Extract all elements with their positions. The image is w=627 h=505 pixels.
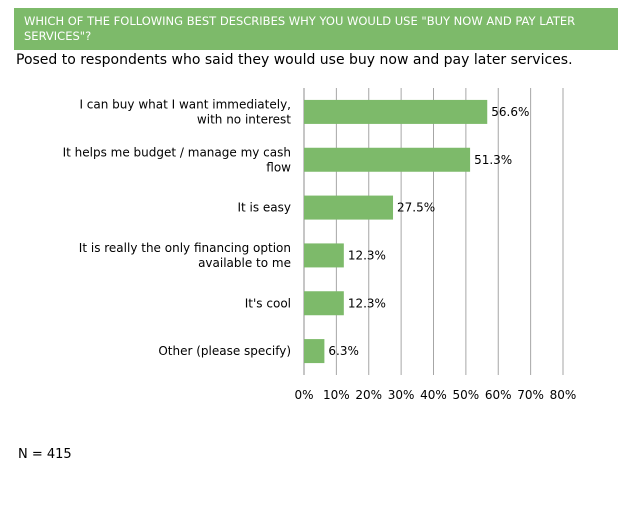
x-tick-label: 40% <box>420 388 447 402</box>
x-tick-label: 60% <box>485 388 512 402</box>
x-tick-label: 0% <box>294 388 313 402</box>
chart-subtitle: Posed to respondents who said they would… <box>16 52 573 68</box>
bar <box>304 147 471 172</box>
x-tick-label: 20% <box>355 388 382 402</box>
category-label-line: Other (please specify) <box>158 344 291 358</box>
x-tick-label: 30% <box>388 388 415 402</box>
question-banner: WHICH OF THE FOLLOWING BEST DESCRIBES WH… <box>14 8 618 50</box>
category-label-line: with no interest <box>197 112 291 126</box>
value-label: 6.3% <box>328 344 359 358</box>
value-label: 56.6% <box>491 105 529 119</box>
category-label-line: flow <box>266 160 291 174</box>
category-label: I can buy what I want immediately, with n… <box>79 97 291 126</box>
bar <box>304 99 488 124</box>
category-label: It is really the only financing option av… <box>79 241 291 270</box>
category-label-line: It is easy <box>237 201 291 215</box>
value-label: 27.5% <box>397 201 435 215</box>
bar <box>304 195 394 220</box>
value-label: 12.3% <box>348 296 386 310</box>
category-label-line: I can buy what I want immediately, <box>79 97 291 111</box>
question-line-2: SERVICES"? <box>24 29 92 43</box>
x-tick-label: 70% <box>517 388 544 402</box>
category-label-line: available to me <box>198 256 291 270</box>
value-label: 12.3% <box>348 248 386 262</box>
category-label-line: It is really the only financing option <box>79 241 291 255</box>
x-tick-label: 10% <box>323 388 350 402</box>
category-label-line: It helps me budget / manage my cash <box>63 145 291 159</box>
category-label: It helps me budget / manage my cash flow <box>63 145 292 174</box>
category-label-line: It's cool <box>245 296 291 310</box>
sample-size: N = 415 <box>18 447 72 462</box>
category-label: Other (please specify) <box>158 344 291 358</box>
value-label: 51.3% <box>474 153 512 167</box>
category-label: It is easy <box>237 201 291 215</box>
category-label: It's cool <box>245 296 291 310</box>
x-tick-label: 80% <box>550 388 577 402</box>
bar <box>304 243 344 268</box>
bar <box>304 339 325 364</box>
x-tick-label: 50% <box>453 388 480 402</box>
question-line-1: WHICH OF THE FOLLOWING BEST DESCRIBES WH… <box>24 14 576 28</box>
bar <box>304 291 344 316</box>
